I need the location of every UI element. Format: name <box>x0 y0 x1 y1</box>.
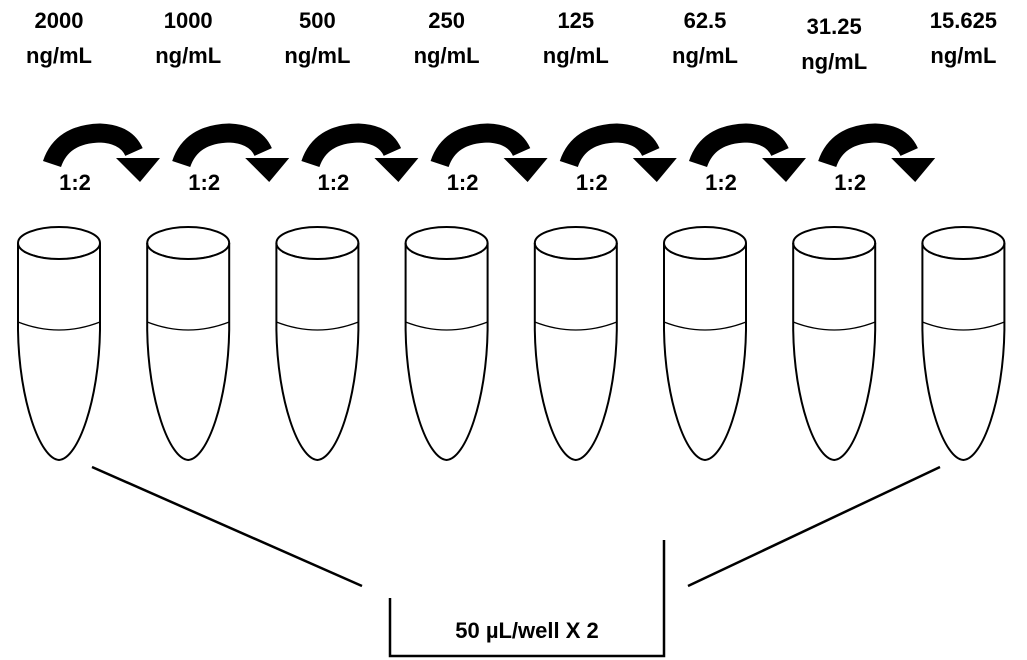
unit: ng/mL <box>543 43 609 68</box>
tube-body <box>664 243 746 460</box>
dilution-ratio: 1:2 <box>447 170 479 195</box>
arrow-head <box>116 158 160 182</box>
unit: ng/mL <box>801 49 867 74</box>
unit: ng/mL <box>155 43 221 68</box>
tube-body <box>18 243 100 460</box>
tube-inner-rim <box>670 252 740 259</box>
concentration: 250 <box>428 8 465 33</box>
liquid-level <box>147 322 229 330</box>
page: 50 µL/well X 2 2000 ng/mL 1000 ng/mL 500 ng/m… <box>0 0 1027 660</box>
liquid-level <box>793 322 875 330</box>
dilution-diagram: 50 µL/well X 2 2000 ng/mL 1000 ng/mL 500 ng/m… <box>0 0 1027 660</box>
arrow-head <box>762 158 806 182</box>
arrow-head <box>374 158 418 182</box>
unit: ng/mL <box>26 43 92 68</box>
concentration: 15.625 <box>930 8 997 33</box>
dilution-ratio: 1:2 <box>576 170 608 195</box>
unit: ng/mL <box>284 43 350 68</box>
tube <box>664 227 746 460</box>
concentration: 62.5 <box>684 8 727 33</box>
dilution-ratio: 1:2 <box>318 170 350 195</box>
concentration: 31.25 <box>807 14 862 39</box>
arrow-head <box>891 158 935 182</box>
tube-inner-rim <box>799 252 869 259</box>
unit: ng/mL <box>414 43 480 68</box>
tube <box>276 227 358 460</box>
tube <box>793 227 875 460</box>
tube-inner-rim <box>282 252 352 259</box>
tube-body <box>276 243 358 460</box>
liquid-level <box>276 322 358 330</box>
liquid-level <box>18 322 100 330</box>
tube <box>18 227 100 460</box>
tube-body <box>406 243 488 460</box>
dilution-ratio: 1:2 <box>59 170 91 195</box>
arrow-head <box>504 158 548 182</box>
tube <box>922 227 1004 460</box>
liquid-level <box>664 322 746 330</box>
tube-body <box>793 243 875 460</box>
unit: ng/mL <box>672 43 738 68</box>
arrow-head <box>633 158 677 182</box>
tube-body <box>922 243 1004 460</box>
concentration: 2000 <box>35 8 84 33</box>
dilution-ratio: 1:2 <box>705 170 737 195</box>
tube-inner-rim <box>412 252 482 259</box>
tube-body <box>147 243 229 460</box>
concentration: 125 <box>557 8 594 33</box>
transfer-label: 50 µL/well X 2 <box>455 618 599 643</box>
concentration: 1000 <box>164 8 213 33</box>
tube-inner-rim <box>928 252 998 259</box>
dilution-ratio: 1:2 <box>834 170 866 195</box>
tube-inner-rim <box>153 252 223 259</box>
liquid-level <box>406 322 488 330</box>
tube-inner-rim <box>24 252 94 259</box>
liquid-level <box>535 322 617 330</box>
dilution-ratio: 1:2 <box>188 170 220 195</box>
connector-left <box>92 467 362 586</box>
tube-inner-rim <box>541 252 611 259</box>
tube-body <box>535 243 617 460</box>
tube <box>147 227 229 460</box>
concentration: 500 <box>299 8 336 33</box>
unit: ng/mL <box>930 43 996 68</box>
liquid-level <box>922 322 1004 330</box>
arrow-head <box>245 158 289 182</box>
tube <box>406 227 488 460</box>
connector-right <box>688 467 940 586</box>
tube <box>535 227 617 460</box>
